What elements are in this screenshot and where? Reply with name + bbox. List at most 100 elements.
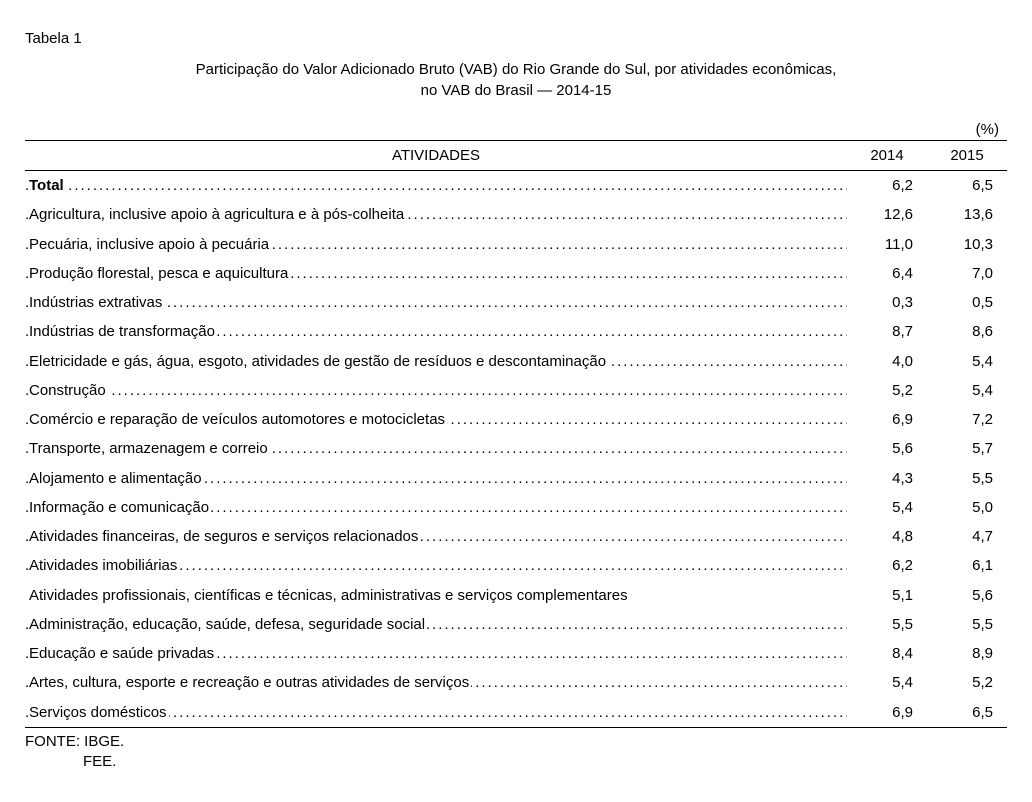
value-2015: 13,6 bbox=[927, 200, 1007, 229]
activity-label: Comércio e reparação de veículos automot… bbox=[29, 411, 447, 428]
unit-label: (%) bbox=[25, 121, 1007, 138]
table-row: Atividades financeiras, de seguros e ser… bbox=[25, 522, 1007, 551]
value-2014: 8,7 bbox=[847, 317, 927, 346]
col-header-activity: ATIVIDADES bbox=[25, 141, 847, 171]
table-row: Produção florestal, pesca e aquicultura … bbox=[25, 259, 1007, 288]
footnotes: FONTE: IBGE. FEE. bbox=[25, 732, 1007, 773]
table-row: Artes, cultura, esporte e recreação e ou… bbox=[25, 668, 1007, 697]
activity-cell: Atividades imobiliárias bbox=[25, 551, 847, 580]
table-row: Atividades imobiliárias 6,26,1 bbox=[25, 551, 1007, 580]
activity-label: Eletricidade e gás, água, esgoto, ativid… bbox=[29, 353, 608, 370]
value-2015: 10,3 bbox=[927, 230, 1007, 259]
table-title: Participação do Valor Adicionado Bruto (… bbox=[66, 59, 966, 101]
table-body: Total 6,26,5Agricultura, inclusive apoio… bbox=[25, 171, 1007, 728]
value-2015: 0,5 bbox=[927, 288, 1007, 317]
table-row: Agricultura, inclusive apoio à agricultu… bbox=[25, 200, 1007, 229]
header-row: ATIVIDADES 2014 2015 bbox=[25, 141, 1007, 171]
activity-cell: Transporte, armazenagem e correio bbox=[25, 434, 847, 463]
activity-label: Total bbox=[29, 177, 66, 194]
activity-label: Construção bbox=[29, 382, 108, 399]
table-row: Total 6,26,5 bbox=[25, 171, 1007, 201]
value-2014: 5,1 bbox=[847, 581, 927, 610]
table-row: Informação e comunicação 5,45,0 bbox=[25, 493, 1007, 522]
value-2014: 4,3 bbox=[847, 464, 927, 493]
activity-cell: Total bbox=[25, 171, 847, 201]
activity-cell: Eletricidade e gás, água, esgoto, ativid… bbox=[25, 347, 847, 376]
value-2015: 5,6 bbox=[927, 581, 1007, 610]
col-header-2015: 2015 bbox=[927, 141, 1007, 171]
activity-label: Indústrias de transformação bbox=[29, 323, 217, 340]
value-2014: 5,2 bbox=[847, 376, 927, 405]
value-2014: 6,2 bbox=[847, 551, 927, 580]
activity-label: Alojamento e alimentação bbox=[29, 470, 204, 487]
vab-table: ATIVIDADES 2014 2015 Total 6,26,5Agricul… bbox=[25, 140, 1007, 728]
activity-cell: Construção bbox=[25, 376, 847, 405]
value-2014: 5,4 bbox=[847, 668, 927, 697]
table-row: Comércio e reparação de veículos automot… bbox=[25, 405, 1007, 434]
value-2015: 6,5 bbox=[927, 171, 1007, 201]
value-2014: 4,8 bbox=[847, 522, 927, 551]
activity-cell: Indústrias de transformação bbox=[25, 317, 847, 346]
activity-label: Agricultura, inclusive apoio à agricultu… bbox=[29, 206, 406, 223]
table-row: Transporte, armazenagem e correio 5,65,7 bbox=[25, 434, 1007, 463]
activity-label: Artes, cultura, esporte e recreação e ou… bbox=[29, 674, 471, 691]
activity-label: Produção florestal, pesca e aquicultura bbox=[29, 265, 290, 282]
activity-label: Pecuária, inclusive apoio à pecuária bbox=[29, 236, 271, 253]
value-2015: 5,2 bbox=[927, 668, 1007, 697]
table-row: Serviços domésticos 6,96,5 bbox=[25, 698, 1007, 728]
table-row: Atividades profissionais, científicas e … bbox=[25, 581, 1007, 610]
activity-label: Transporte, armazenagem e correio bbox=[29, 440, 270, 457]
value-2015: 6,1 bbox=[927, 551, 1007, 580]
activity-cell: Indústrias extrativas bbox=[25, 288, 847, 317]
value-2014: 5,6 bbox=[847, 434, 927, 463]
table-row: Indústrias extrativas 0,30,5 bbox=[25, 288, 1007, 317]
table-row: Alojamento e alimentação 4,35,5 bbox=[25, 464, 1007, 493]
value-2014: 5,4 bbox=[847, 493, 927, 522]
value-2015: 7,2 bbox=[927, 405, 1007, 434]
activity-cell: Pecuária, inclusive apoio à pecuária bbox=[25, 230, 847, 259]
activity-cell: Informação e comunicação bbox=[25, 493, 847, 522]
source-line-1: FONTE: IBGE. bbox=[25, 732, 1007, 752]
value-2014: 8,4 bbox=[847, 639, 927, 668]
value-2015: 6,5 bbox=[927, 698, 1007, 728]
title-line-2: no VAB do Brasil — 2014-15 bbox=[421, 82, 612, 99]
table-label: Tabela 1 bbox=[25, 30, 1007, 47]
value-2015: 5,5 bbox=[927, 610, 1007, 639]
title-line-1: Participação do Valor Adicionado Bruto (… bbox=[196, 61, 837, 78]
value-2014: 0,3 bbox=[847, 288, 927, 317]
value-2014: 4,0 bbox=[847, 347, 927, 376]
value-2015: 8,6 bbox=[927, 317, 1007, 346]
table-row: Indústrias de transformação 8,78,6 bbox=[25, 317, 1007, 346]
activity-cell: Produção florestal, pesca e aquicultura bbox=[25, 259, 847, 288]
value-2015: 5,0 bbox=[927, 493, 1007, 522]
value-2015: 7,0 bbox=[927, 259, 1007, 288]
value-2015: 4,7 bbox=[927, 522, 1007, 551]
table-row: Eletricidade e gás, água, esgoto, ativid… bbox=[25, 347, 1007, 376]
value-2014: 6,9 bbox=[847, 698, 927, 728]
value-2015: 5,7 bbox=[927, 434, 1007, 463]
activity-cell: Agricultura, inclusive apoio à agricultu… bbox=[25, 200, 847, 229]
activity-cell: Artes, cultura, esporte e recreação e ou… bbox=[25, 668, 847, 697]
activity-cell: Atividades financeiras, de seguros e ser… bbox=[25, 522, 847, 551]
activity-label: Educação e saúde privadas bbox=[29, 645, 216, 662]
value-2014: 6,9 bbox=[847, 405, 927, 434]
table-row: Pecuária, inclusive apoio à pecuária 11,… bbox=[25, 230, 1007, 259]
activity-label: Atividades financeiras, de seguros e ser… bbox=[29, 528, 420, 545]
value-2015: 5,4 bbox=[927, 347, 1007, 376]
activity-label: Indústrias extrativas bbox=[29, 294, 164, 311]
value-2015: 8,9 bbox=[927, 639, 1007, 668]
activity-cell: Serviços domésticos bbox=[25, 698, 847, 728]
table-row: Educação e saúde privadas 8,48,9 bbox=[25, 639, 1007, 668]
value-2014: 5,5 bbox=[847, 610, 927, 639]
value-2014: 12,6 bbox=[847, 200, 927, 229]
table-row: Administração, educação, saúde, defesa, … bbox=[25, 610, 1007, 639]
col-header-2014: 2014 bbox=[847, 141, 927, 171]
value-2015: 5,5 bbox=[927, 464, 1007, 493]
activity-label: Atividades profissionais, científicas e … bbox=[29, 587, 630, 604]
table-row: Construção 5,25,4 bbox=[25, 376, 1007, 405]
activity-label: Atividades imobiliárias bbox=[29, 557, 179, 574]
source-line-2: FEE. bbox=[25, 752, 1007, 772]
value-2014: 11,0 bbox=[847, 230, 927, 259]
value-2015: 5,4 bbox=[927, 376, 1007, 405]
value-2014: 6,2 bbox=[847, 171, 927, 201]
